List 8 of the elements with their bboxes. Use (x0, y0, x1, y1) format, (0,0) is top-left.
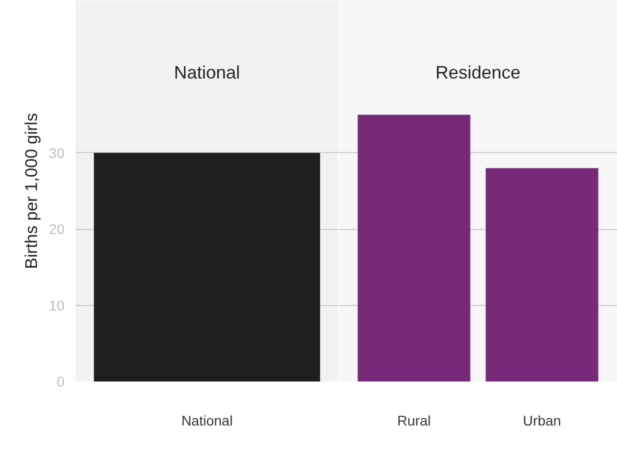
x-tick-label: Rural (397, 412, 431, 428)
x-tick-label: Urban (522, 412, 562, 428)
y-tick-label: 20 (48, 221, 65, 238)
text: Residence (435, 62, 521, 82)
y-axis-title: Births per 1,000 girls (22, 113, 41, 269)
y-tick-label: 0 (56, 374, 65, 390)
y-tick-label: 10 (48, 297, 65, 314)
y-tick-label: 30 (48, 144, 65, 161)
